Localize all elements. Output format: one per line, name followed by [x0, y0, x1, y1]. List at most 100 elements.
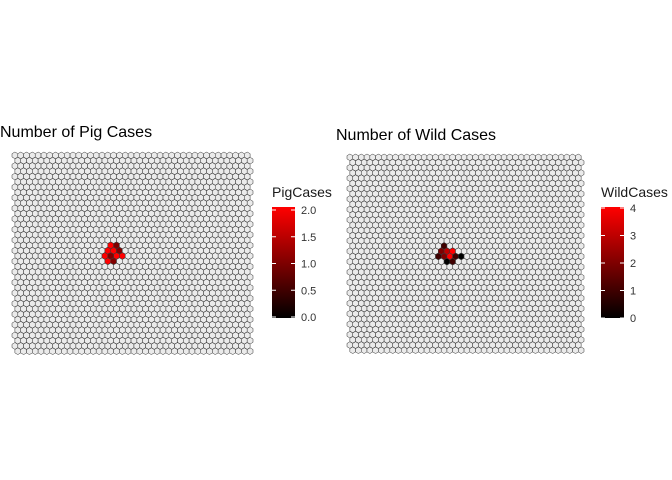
legend-tick-label: 0.0 [301, 312, 316, 324]
hex-cell [389, 346, 396, 354]
hex-cell [148, 347, 155, 355]
hex-cell [183, 347, 190, 355]
legend-tick-label: 1 [630, 286, 636, 298]
hex-cell [578, 346, 585, 354]
hex-cell [43, 347, 50, 355]
hex-cell [49, 347, 56, 355]
hex-cell [475, 346, 482, 354]
hex-cell [14, 347, 21, 355]
hex-cell [555, 346, 562, 354]
hex-cell [107, 347, 114, 355]
hex-cell [84, 347, 91, 355]
hex-cell [66, 347, 74, 355]
hex-cell [378, 346, 385, 354]
pig-legend-title: PigCases [272, 184, 332, 200]
hex-cell [458, 346, 465, 354]
pig-colorbar [272, 207, 295, 318]
hex-cell [200, 347, 207, 355]
legend-tick-label: 1.5 [301, 232, 316, 244]
hex-cell [469, 346, 476, 354]
hex-cell [440, 346, 448, 354]
wild-cases-chart: Number of Wild Cases WildCases 0 1 2 3 4 [336, 127, 668, 354]
hex-cell [435, 346, 442, 354]
hex-cell [543, 346, 550, 354]
hex-cell [526, 346, 533, 354]
wild-legend: WildCases 0 1 2 3 4 [601, 184, 668, 325]
hex-cell [423, 346, 431, 354]
hex-cell [130, 347, 138, 355]
hex-cell [55, 347, 62, 355]
hex-cell [418, 346, 425, 354]
hex-cell [366, 346, 373, 354]
hex-cell [401, 346, 408, 354]
legend-tick-label: 2 [630, 258, 636, 270]
hex-cell [492, 346, 499, 354]
hex-cell [560, 346, 568, 354]
hex-cell [361, 346, 368, 354]
hex-cell [119, 347, 126, 355]
legend-tick-label: 2.0 [301, 205, 316, 217]
hex-cell [429, 346, 436, 354]
hex-cell [177, 347, 184, 355]
hex-cell [509, 346, 516, 354]
wild-colorbar [601, 207, 624, 318]
hex-cell [372, 346, 379, 354]
hex-cell [498, 346, 505, 354]
pig-legend: PigCases 0.0 0.5 1.0 1.5 2.0 [272, 184, 332, 324]
hex-cell [452, 346, 459, 354]
hex-cell [572, 346, 579, 354]
hex-cell [95, 347, 103, 355]
pig-legend-ticks: 0.0 0.5 1.0 1.5 2.0 [272, 205, 316, 324]
hex-cell [194, 347, 201, 355]
hex-cell [406, 346, 413, 354]
hex-cell [520, 346, 528, 354]
hex-cell [26, 347, 33, 355]
hex-cell [503, 346, 511, 354]
hex-cell [212, 347, 219, 355]
pig-chart-title: Number of Pig Cases [0, 124, 152, 141]
hex-cell [124, 347, 132, 355]
hex-cell [223, 347, 231, 355]
hex-cell [446, 346, 453, 354]
hex-cell [412, 346, 419, 354]
hex-cell [159, 347, 167, 355]
hex-cell [383, 346, 391, 354]
hex-cell [32, 347, 39, 355]
hex-cell [355, 346, 362, 354]
hex-cell [136, 347, 143, 355]
hex-cell [538, 346, 545, 354]
hex-cell [188, 347, 196, 355]
wild-hex-map [346, 153, 585, 354]
hex-cell [217, 347, 225, 355]
legend-tick-label: 4 [630, 203, 636, 215]
pig-cases-chart: Number of Pig Cases PigCases 0.0 0.5 1.0 1.… [0, 124, 332, 355]
hex-cell [206, 347, 213, 355]
wild-legend-ticks: 0 1 2 3 4 [601, 203, 636, 325]
hex-cell [229, 347, 236, 355]
legend-tick-label: 1.0 [301, 259, 316, 271]
hex-cell [549, 346, 556, 354]
hex-cell [480, 346, 488, 354]
hex-cell [165, 347, 172, 355]
legend-tick-label: 0.5 [301, 285, 316, 297]
hex-cell [532, 346, 539, 354]
hex-cell [235, 347, 242, 355]
hex-cell [72, 347, 80, 355]
hex-cell [486, 346, 493, 354]
hex-cell [566, 346, 573, 354]
wild-chart-title: Number of Wild Cases [336, 127, 496, 144]
hex-cell [113, 347, 120, 355]
hex-cell [395, 346, 402, 354]
hex-cell [37, 347, 45, 355]
legend-tick-label: 3 [630, 231, 636, 243]
hex-cell [90, 347, 97, 355]
wild-legend-title: WildCases [601, 184, 668, 200]
hex-cell [241, 347, 248, 355]
hex-cell [20, 347, 27, 355]
hex-cell [142, 347, 149, 355]
hex-cell [463, 346, 471, 354]
hex-cell [101, 347, 109, 355]
hex-cell [61, 347, 68, 355]
hex-cell [246, 347, 254, 355]
hex-cell [349, 346, 356, 354]
